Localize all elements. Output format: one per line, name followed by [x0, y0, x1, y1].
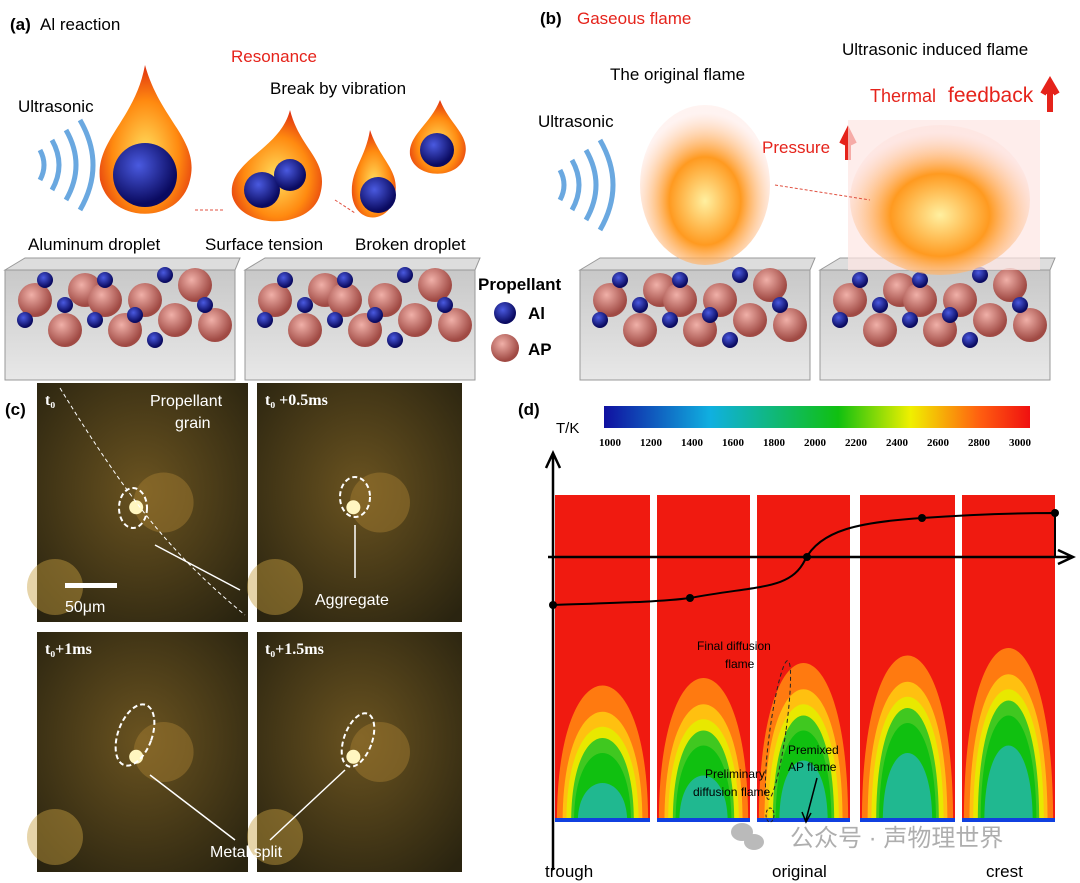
induced-flame	[850, 125, 1030, 275]
panel-d: (d) T/K 1000 1200 1400 1600 1800 2000 2200 2400…	[518, 400, 1076, 881]
pressure-label: Pressure	[762, 138, 830, 157]
propellant-block	[578, 257, 816, 381]
panel-b: (b) Gaseous flame The original flame Ult…	[538, 9, 1060, 275]
up-arrow-icon	[1040, 76, 1060, 112]
panel-a-label: (a)	[10, 15, 31, 34]
propellant-grain-label: Propellant	[150, 393, 223, 410]
temperature-field	[657, 495, 750, 822]
colorbar	[604, 406, 1030, 428]
y-axis	[544, 450, 562, 870]
break-label: Break by vibration	[270, 79, 406, 98]
scale-bar-label: 50μm	[65, 599, 105, 616]
temperature-field	[860, 495, 955, 822]
frame-time-label: t₀+1.5ms	[265, 641, 324, 658]
colorbar-tick: 2400	[886, 437, 909, 449]
panel-c: (c) t₀ t₀ +0.5ms t₀+1ms t₀+1.5ms Propellant…	[5, 383, 462, 872]
resonating-droplet	[231, 110, 323, 222]
legend-al: Al	[528, 304, 545, 323]
microscope-frame: t₀+1.5ms	[247, 632, 462, 872]
final-diffusion-label: Final diffusion	[697, 639, 771, 653]
preliminary-label: Preliminary	[705, 767, 765, 781]
panel-a-title: Al reaction	[40, 15, 120, 34]
temperature-fields	[555, 495, 1055, 822]
x-label-original: original	[772, 862, 827, 881]
panel-b-title: Gaseous flame	[577, 9, 691, 28]
propellant-block	[3, 257, 241, 381]
propellant-block	[243, 257, 481, 381]
thermal-label: Thermal	[870, 86, 936, 106]
colorbar-ticks: 1000 1200 1400 1600 1800 2000 2200 2400 2600 2800…	[599, 437, 1032, 449]
ultrasonic-wave-icon	[557, 138, 616, 232]
temperature-field	[962, 495, 1055, 822]
original-flame-label: The original flame	[610, 65, 745, 84]
al-particle	[113, 143, 177, 207]
x-label-trough: trough	[545, 862, 593, 881]
wechat-icon	[731, 823, 764, 850]
final-diffusion-label-2: flame	[725, 657, 755, 671]
original-flame	[640, 105, 770, 265]
aggregate-label: Aggregate	[315, 592, 389, 609]
colorbar-tick: 2200	[845, 437, 868, 449]
frame-time-label: t₀ +0.5ms	[265, 392, 328, 409]
panel-d-label: (d)	[518, 400, 540, 419]
microscope-frame: t₀+1ms	[27, 632, 248, 872]
colorbar-tick: 3000	[1009, 437, 1032, 449]
panel-c-label: (c)	[5, 400, 26, 419]
colorbar-tick: 1400	[681, 437, 704, 449]
colorbar-tick: 2000	[804, 437, 827, 449]
propellant-legend: Propellant Al AP	[478, 275, 561, 362]
temperature-field	[757, 495, 850, 822]
ultrasonic-label-a: Ultrasonic	[18, 97, 94, 116]
premixed-label-2: AP flame	[788, 760, 837, 774]
aluminum-droplet-label: Aluminum droplet	[28, 235, 161, 254]
scale-bar	[65, 583, 117, 588]
broken-droplet-label: Broken droplet	[355, 235, 466, 254]
feedback-label: feedback	[948, 84, 1034, 107]
legend-ap: AP	[528, 340, 552, 359]
metal-split-label: Metal split	[210, 844, 283, 861]
ap-legend-icon	[491, 334, 519, 362]
al-legend-icon	[494, 302, 516, 324]
colorbar-tick: 1800	[763, 437, 786, 449]
colorbar-label: T/K	[556, 420, 579, 437]
surface-tension-label: Surface tension	[205, 235, 323, 254]
propellant-block	[818, 257, 1056, 381]
frame-time-label: t₀	[45, 392, 55, 409]
panel-b-label: (b)	[540, 9, 562, 28]
colorbar-tick: 1200	[640, 437, 663, 449]
legend-title: Propellant	[478, 275, 561, 294]
watermark: 公众号 · 声物理世界	[790, 825, 1003, 852]
premixed-label: Premixed	[788, 743, 839, 757]
ultrasonic-wave-icon	[37, 118, 96, 212]
colorbar-tick: 2800	[968, 437, 991, 449]
microscope-frame: t₀	[27, 383, 248, 622]
temperature-field	[555, 495, 650, 822]
colorbar-tick: 1600	[722, 437, 745, 449]
induced-flame-label: Ultrasonic induced flame	[842, 40, 1028, 59]
resonance-label: Resonance	[231, 47, 317, 66]
ultrasonic-label-b: Ultrasonic	[538, 112, 614, 131]
x-label-crest: crest	[986, 862, 1023, 881]
colorbar-tick: 1000	[599, 437, 622, 449]
colorbar-tick: 2600	[927, 437, 950, 449]
preliminary-label-2: diffusion flame	[693, 785, 770, 799]
microscope-frame: t₀ +0.5ms	[247, 383, 462, 622]
propellant-grain-label-2: grain	[175, 415, 211, 432]
frame-time-label: t₀+1ms	[45, 641, 92, 658]
